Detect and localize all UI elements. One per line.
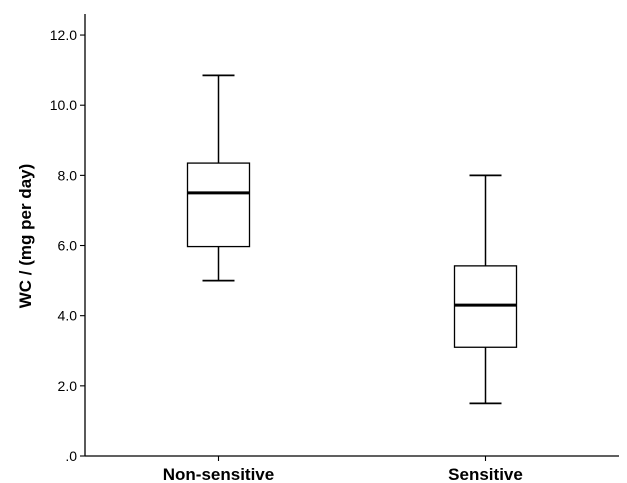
iqr-box [186,162,251,248]
boxes [186,74,518,405]
x-axis: Non-sensitive Sensitive [85,455,619,483]
box-group-sensitive [453,174,518,405]
y-tick-label: 2.0 [58,378,78,394]
box-group-non-sensitive [186,74,251,282]
x-tick-label: Non-sensitive [163,465,274,483]
y-tick-label: .0 [65,448,77,464]
y-tick-label: 12.0 [50,27,77,43]
y-tick-label: 6.0 [58,238,78,254]
y-tick-label: 10.0 [50,97,77,113]
y-axis: .0 2.0 4.0 6.0 8.0 10.0 12.0 [50,14,86,464]
y-tick-label: 4.0 [58,308,78,324]
x-tick-label: Sensitive [448,465,523,483]
y-tick-label: 8.0 [58,167,78,183]
y-axis-title: WC / (mg per day) [16,164,35,309]
